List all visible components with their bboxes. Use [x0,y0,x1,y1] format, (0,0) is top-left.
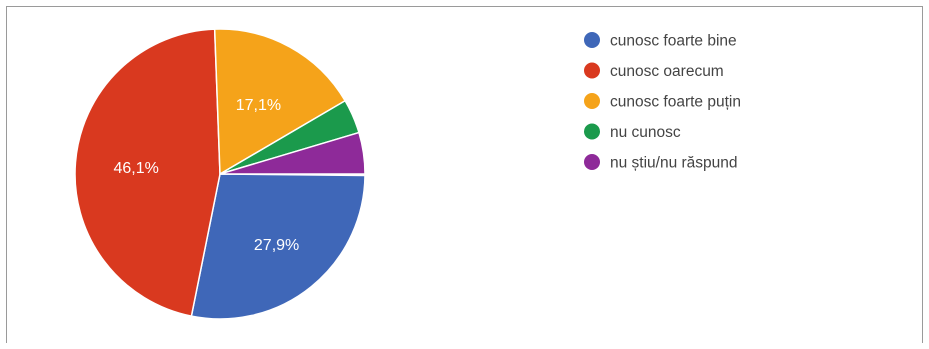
pie-slice-1 [190,173,366,320]
legend-swatch-4 [584,123,600,140]
slice-label-1: 27,9% [254,237,299,254]
slice-label-3: 17,1% [236,97,281,114]
legend-item-3: cunosc foarte puțin [584,93,741,111]
legend-swatch-2 [584,62,600,79]
legend-item-2: cunosc oarecum [584,62,724,80]
legend-swatch-3 [584,93,600,109]
legend-label-4: nu cunosc [610,124,681,141]
legend-item-5: nu știu/nu răspund [584,154,738,172]
pie-slice-5 [219,131,366,175]
legend-swatch-1 [584,32,600,48]
slice-label-2: 46,1% [114,160,159,177]
chart-frame [6,6,923,343]
legend-swatch-5 [584,154,600,170]
pie-slice-3 [213,28,347,176]
pie-slice-2 [74,28,221,318]
legend-item-1: cunosc foarte bine [584,32,737,50]
legend-label-5: nu știu/nu răspund [610,155,738,172]
legend-label-3: cunosc foarte puțin [610,94,741,111]
legend-label-1: cunosc foarte bine [610,33,737,50]
legend-label-2: cunosc oarecum [610,63,724,80]
legend-item-4: nu cunosc [584,123,681,141]
